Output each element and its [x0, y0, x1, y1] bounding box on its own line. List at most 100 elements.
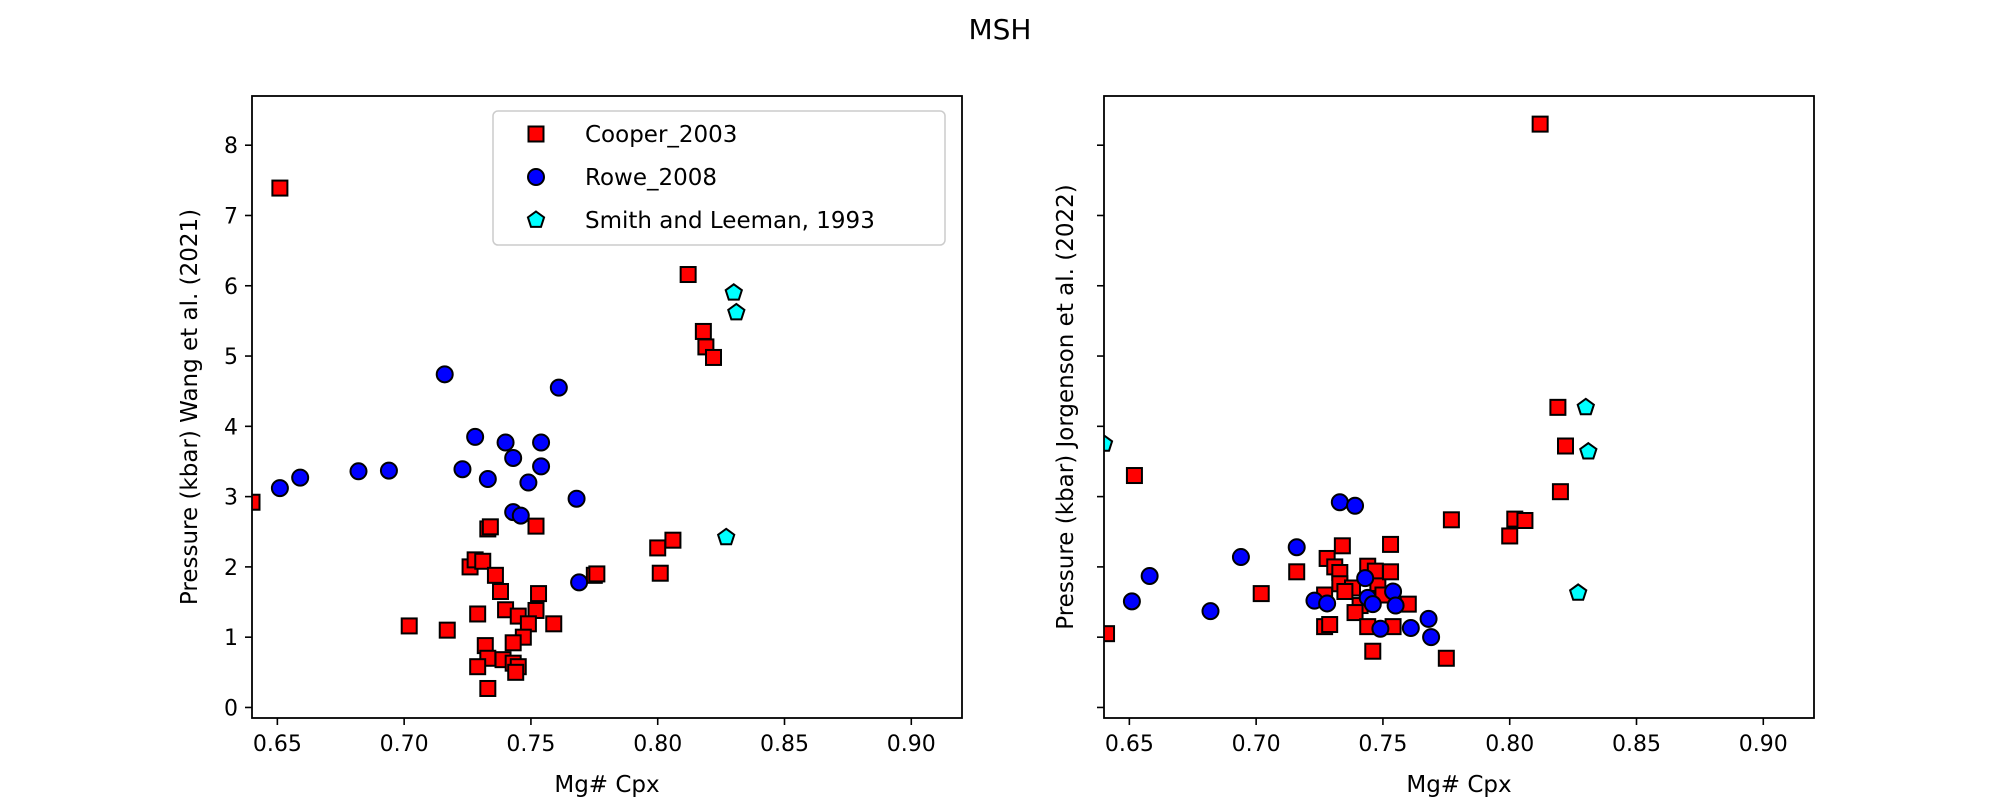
point-cooper-2003	[469, 658, 487, 676]
point-smith-and-leeman-1993	[724, 283, 744, 301]
legend-label-rowe-2008: Rowe_2008	[585, 165, 717, 191]
point-rowe-2008	[1287, 538, 1306, 557]
point-smith-and-leeman-1993	[1576, 397, 1596, 416]
x-tick-label: 0.75	[506, 732, 555, 757]
point-cooper-2003	[1382, 535, 1400, 553]
point-cooper-2003	[664, 531, 682, 549]
point-cooper-2003	[1549, 398, 1567, 416]
point-cooper-2003	[486, 566, 504, 584]
point-rowe-2008	[1122, 592, 1141, 611]
point-rowe-2008	[1401, 619, 1420, 638]
point-cooper-2003	[1551, 483, 1569, 501]
point-rowe-2008	[532, 457, 551, 476]
point-rowe-2008	[478, 470, 497, 489]
point-cooper-2003	[1288, 563, 1306, 581]
point-cooper-2003	[588, 565, 606, 583]
point-cooper-2003	[530, 585, 548, 603]
point-cooper-2003	[1516, 512, 1534, 530]
x-tick-label: 0.70	[1232, 732, 1281, 757]
point-rowe-2008	[1356, 569, 1375, 588]
y-axis-label: Pressure (kbar) Wang et al. (2021)	[177, 209, 203, 605]
x-axis-label: Mg# Cpx	[1406, 772, 1511, 798]
point-cooper-2003	[527, 517, 545, 535]
point-rowe-2008	[1422, 628, 1441, 647]
point-cooper-2003	[1346, 604, 1364, 622]
point-rowe-2008	[466, 427, 485, 446]
axes-frame	[251, 95, 963, 719]
data-points-wang	[252, 179, 746, 697]
y-tick-label: 2	[224, 556, 238, 581]
point-cooper-2003	[1333, 537, 1351, 555]
data-points-jorgenson	[1104, 115, 1598, 667]
y-tick-label: 3	[224, 486, 238, 511]
y-tick-label: 1	[224, 626, 238, 651]
point-rowe-2008	[1231, 548, 1250, 567]
point-cooper-2003	[1364, 642, 1382, 660]
point-cooper-2003	[1336, 582, 1354, 600]
point-cooper-2003	[1442, 511, 1460, 529]
point-smith-and-leeman-1993	[1568, 583, 1588, 601]
point-cooper-2003	[1104, 625, 1116, 643]
point-rowe-2008	[379, 461, 398, 480]
point-cooper-2003	[271, 179, 289, 197]
point-rowe-2008	[1201, 602, 1220, 621]
point-cooper-2003	[469, 605, 487, 623]
point-smith-and-leeman-1993	[727, 302, 746, 321]
point-cooper-2003	[705, 348, 722, 366]
point-cooper-2003	[479, 679, 497, 697]
x-tick-label: 0.90	[887, 732, 936, 757]
legend-marker-cooper-2003	[527, 125, 545, 143]
legend: Cooper_2003 Rowe_2008 Smith and Leeman, 19…	[492, 110, 946, 246]
point-rowe-2008	[435, 365, 454, 384]
point-cooper-2003	[481, 518, 499, 536]
point-cooper-2003	[474, 552, 492, 570]
point-rowe-2008	[453, 460, 472, 479]
x-tick-label: 0.85	[1612, 732, 1661, 757]
point-cooper-2003	[651, 564, 669, 582]
y-tick-label: 4	[224, 415, 238, 440]
point-rowe-2008	[1386, 596, 1405, 615]
figure-title: MSH	[969, 13, 1032, 46]
y-tick-label: 6	[224, 275, 238, 300]
point-cooper-2003	[504, 634, 522, 652]
point-rowe-2008	[1140, 567, 1159, 586]
point-rowe-2008	[291, 468, 310, 487]
point-cooper-2003	[252, 493, 261, 511]
point-smith-and-leeman-1993	[716, 527, 736, 546]
point-rowe-2008	[504, 448, 523, 467]
point-cooper-2003	[694, 322, 712, 340]
point-rowe-2008	[1346, 496, 1365, 515]
point-rowe-2008	[570, 573, 589, 592]
point-cooper-2003	[649, 539, 667, 557]
point-cooper-2003	[1437, 649, 1455, 667]
x-tick-label: 0.65	[253, 732, 302, 757]
point-cooper-2003	[1125, 467, 1143, 485]
point-cooper-2003	[1321, 616, 1339, 634]
legend-marker-rowe-2008	[527, 168, 545, 186]
legend-label-cooper-2003: Cooper_2003	[585, 122, 737, 148]
x-tick-label: 0.80	[633, 732, 682, 757]
point-cooper-2003	[1382, 563, 1400, 581]
point-cooper-2003	[545, 615, 563, 633]
x-tick-label: 0.90	[1739, 732, 1788, 757]
x-tick-label: 0.70	[380, 732, 429, 757]
legend-marker-smith-and-leeman-1993	[526, 210, 546, 228]
point-rowe-2008	[1330, 493, 1349, 512]
x-axis-label: Mg# Cpx	[554, 772, 659, 798]
point-rowe-2008	[496, 433, 515, 452]
y-tick-label: 0	[224, 696, 238, 721]
point-rowe-2008	[511, 506, 530, 525]
point-smith-and-leeman-1993	[1579, 441, 1598, 460]
point-rowe-2008	[1318, 594, 1337, 613]
point-cooper-2003	[1531, 115, 1549, 133]
scatter-panel-jorgenson: 0.65 0.70 0.75 0.80 0.85 0.90 Mg# Cpx Pressure …	[1053, 95, 1815, 798]
point-cooper-2003	[1501, 527, 1519, 545]
point-smith-and-leeman-1993	[1104, 434, 1114, 452]
scatter-panel-wang: 0.65 0.70 0.75 0.80 0.85 0.90 0 1 2 3 4 5 6 7 8 Mg# Cpx…	[177, 95, 963, 798]
point-cooper-2003	[679, 266, 697, 284]
x-tick-label: 0.80	[1485, 732, 1534, 757]
point-cooper-2003	[492, 582, 509, 600]
x-tick-label: 0.65	[1105, 732, 1154, 757]
y-tick-label: 8	[224, 134, 238, 159]
